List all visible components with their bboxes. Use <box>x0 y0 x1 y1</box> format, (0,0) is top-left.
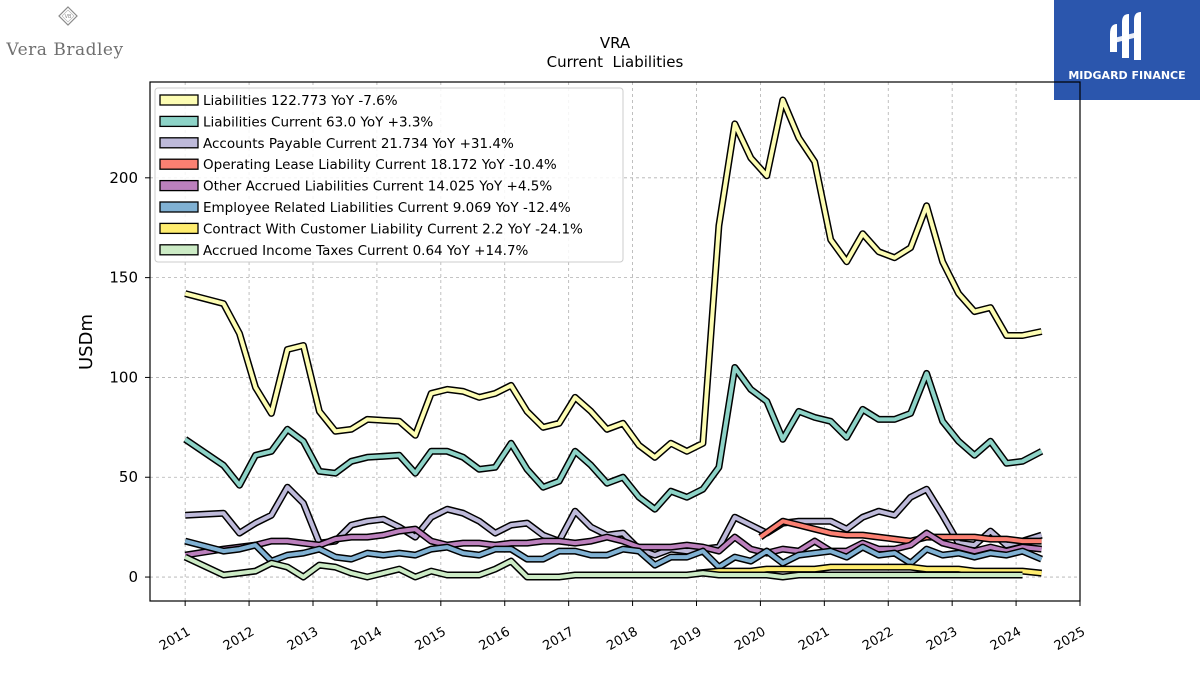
x-tick-label: 2024 <box>988 624 1024 654</box>
series-line <box>696 565 1042 576</box>
series-1 <box>183 364 1044 513</box>
legend-box <box>154 87 624 263</box>
vb-diamond-icon: VB <box>58 6 78 26</box>
series-0 <box>184 96 1043 461</box>
y-tick-label: 150 <box>109 269 138 287</box>
midgard-finance-logo: MIDGARD FINANCE <box>1054 0 1200 100</box>
x-tick-label: 2012 <box>221 624 257 654</box>
series-line <box>184 365 1043 512</box>
series-line <box>759 519 1042 544</box>
legend-swatch <box>159 201 199 213</box>
svg-text:VB: VB <box>65 14 72 20</box>
midgard-logo-icon <box>1110 12 1141 60</box>
legend-swatch <box>159 179 199 192</box>
series-5 <box>184 537 1043 571</box>
y-tick-label: 0 <box>128 568 138 586</box>
legend-swatch <box>159 94 199 106</box>
legend-swatch <box>159 115 199 128</box>
x-tick-label: 2013 <box>285 624 321 654</box>
series-line <box>184 98 1043 460</box>
vera-bradley-logo-text: Vera Bradley <box>6 40 124 60</box>
y-axis-label: USDm <box>76 314 97 370</box>
legend-label: Other Accrued Liabilities Current 14.025… <box>203 179 552 195</box>
y-tick-label: 50 <box>119 468 138 486</box>
x-tick-label: 2015 <box>413 624 449 654</box>
x-tick-label: 2025 <box>1052 624 1088 654</box>
x-tick-label: 2014 <box>349 624 385 654</box>
legend-label: Liabilities 122.773 YoY -7.6% <box>203 93 398 109</box>
y-tick-label: 200 <box>109 169 138 187</box>
series-line <box>185 485 1043 558</box>
series-group <box>183 96 1044 581</box>
series-line <box>184 555 1023 579</box>
series-line <box>184 527 1042 558</box>
x-tick-label: 2020 <box>732 624 768 654</box>
legend-label: Operating Lease Liability Current 18.172… <box>203 157 557 173</box>
legend-label: Employee Related Liabilities Current 9.0… <box>203 200 571 216</box>
chart-title: VRA <box>600 34 631 52</box>
series-7 <box>183 553 1023 581</box>
series-3 <box>758 517 1042 545</box>
legend-label: Liabilities Current 63.0 YoY +3.3% <box>203 114 433 130</box>
chart-subtitle: Current Liabilities <box>547 53 684 71</box>
legend-label: Accrued Income Taxes Current 0.64 YoY +1… <box>203 243 529 259</box>
y-tick-label: 100 <box>109 368 138 386</box>
x-tick-label: 2017 <box>540 624 576 654</box>
series-2 <box>185 483 1043 559</box>
plot-area-frame <box>149 81 1081 602</box>
vera-bradley-logo: VB Vera Bradley <box>6 4 124 62</box>
legend-swatch <box>159 158 199 170</box>
legend-label: Contract With Customer Liability Current… <box>203 221 583 237</box>
x-tick-label: 2023 <box>924 624 960 654</box>
midgard-finance-logo-text: MIDGARD FINANCE <box>1068 69 1186 82</box>
x-tick-label: 2021 <box>796 624 832 654</box>
x-tick-label: 2011 <box>157 624 193 654</box>
x-tick-label: 2019 <box>668 624 704 654</box>
x-tick-label: 2018 <box>604 624 640 654</box>
legend-swatch <box>159 137 199 149</box>
legend: Liabilities 122.773 YoY -7.6% Liabilities… <box>154 87 624 263</box>
x-tick-label: 2022 <box>860 624 896 654</box>
legend-swatch <box>159 222 199 235</box>
series-6 <box>696 563 1042 577</box>
series-4 <box>184 525 1042 559</box>
series-line <box>184 539 1043 570</box>
legend-label: Accounts Payable Current 21.734 YoY +31.… <box>203 136 514 152</box>
x-tick-label: 2016 <box>477 624 513 654</box>
legend-swatch <box>159 244 199 256</box>
